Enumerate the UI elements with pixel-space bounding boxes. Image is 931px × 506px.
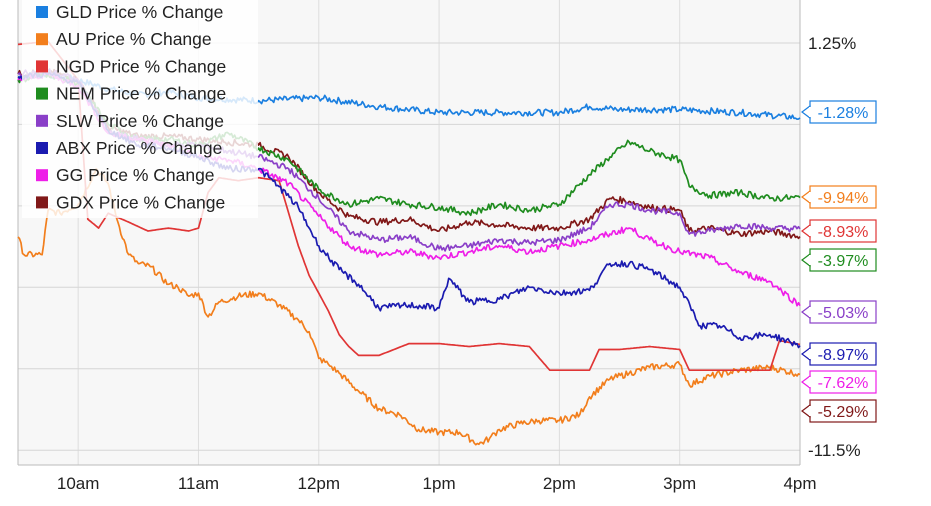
end-value-label: -1.28% bbox=[818, 105, 869, 122]
legend-swatch bbox=[36, 33, 48, 46]
legend-entry: SLW Price % Change bbox=[56, 111, 224, 131]
legend: GLD Price % Change AU Price % Change NGD P… bbox=[22, 0, 258, 218]
legend-entry: GDX Price % Change bbox=[56, 192, 225, 212]
legend-box bbox=[22, 0, 258, 218]
badge-pointer-mask bbox=[809, 406, 812, 416]
end-value-badge: -1.28% bbox=[801, 100, 877, 124]
legend-swatch bbox=[36, 142, 48, 154]
end-value-label: -7.62% bbox=[818, 375, 869, 392]
legend-swatch bbox=[36, 169, 48, 182]
end-value-badge: -9.94% bbox=[801, 185, 877, 209]
legend-swatch bbox=[36, 87, 48, 100]
badge-pointer-mask bbox=[809, 349, 812, 359]
end-value-labels: -1.28% -9.94% -8.93% -3.97% -5.03% -8.97% -7.6… bbox=[801, 100, 877, 423]
gridlines bbox=[17, 0, 801, 466]
end-value-badge: -3.97% bbox=[801, 248, 877, 272]
end-value-badge: -5.29% bbox=[801, 399, 877, 423]
x-tick-label: 1pm bbox=[423, 474, 456, 493]
x-axis-ticks: 10am 11am 12pm 1pm 2pm 3pm 4pm bbox=[57, 474, 817, 493]
legend-entry: NGD Price % Change bbox=[56, 56, 226, 76]
legend-entry: GLD Price % Change bbox=[56, 2, 223, 22]
legend-entry: AU Price % Change bbox=[56, 29, 212, 49]
x-tick-label: 11am bbox=[178, 474, 219, 493]
legend-entry: GG Price % Change bbox=[56, 165, 215, 185]
x-tick-label: 4pm bbox=[783, 474, 816, 493]
end-value-label: -5.03% bbox=[818, 305, 869, 322]
x-tick-label: 3pm bbox=[663, 474, 696, 493]
badge-pointer-mask bbox=[809, 107, 812, 117]
end-value-label: -3.97% bbox=[818, 253, 869, 270]
badge-pointer-mask bbox=[809, 377, 812, 387]
legend-swatch bbox=[36, 196, 48, 209]
series-line-ngd bbox=[17, 40, 801, 372]
x-tick-label: 10am bbox=[57, 474, 100, 493]
y-axis-ticks: 1.25% -11.5% bbox=[808, 34, 861, 460]
end-value-label: -8.97% bbox=[818, 347, 869, 364]
y-tick-label: -11.5% bbox=[808, 441, 861, 460]
badge-pointer-mask bbox=[809, 255, 812, 265]
end-value-label: -9.94% bbox=[818, 190, 869, 207]
y-tick-label: 1.25% bbox=[808, 34, 856, 53]
badge-pointer-mask bbox=[809, 307, 812, 317]
badge-pointer-mask bbox=[809, 226, 812, 236]
legend-entry: ABX Price % Change bbox=[56, 138, 222, 158]
legend-entry: NEM Price % Change bbox=[56, 84, 226, 104]
end-value-badge: -8.97% bbox=[801, 342, 877, 366]
series-line-au bbox=[17, 167, 801, 446]
legend-swatch bbox=[36, 114, 48, 127]
end-value-label: -8.93% bbox=[818, 224, 869, 241]
legend-swatch bbox=[36, 60, 48, 73]
end-value-badge: -8.93% bbox=[801, 219, 877, 243]
badge-pointer-mask bbox=[809, 192, 812, 202]
legend-swatch bbox=[36, 6, 48, 18]
end-value-badge: -7.62% bbox=[801, 370, 877, 394]
x-tick-label: 12pm bbox=[298, 474, 341, 493]
end-value-badge: -5.03% bbox=[801, 300, 877, 324]
x-tick-label: 2pm bbox=[543, 474, 576, 493]
end-value-label: -5.29% bbox=[818, 404, 869, 421]
